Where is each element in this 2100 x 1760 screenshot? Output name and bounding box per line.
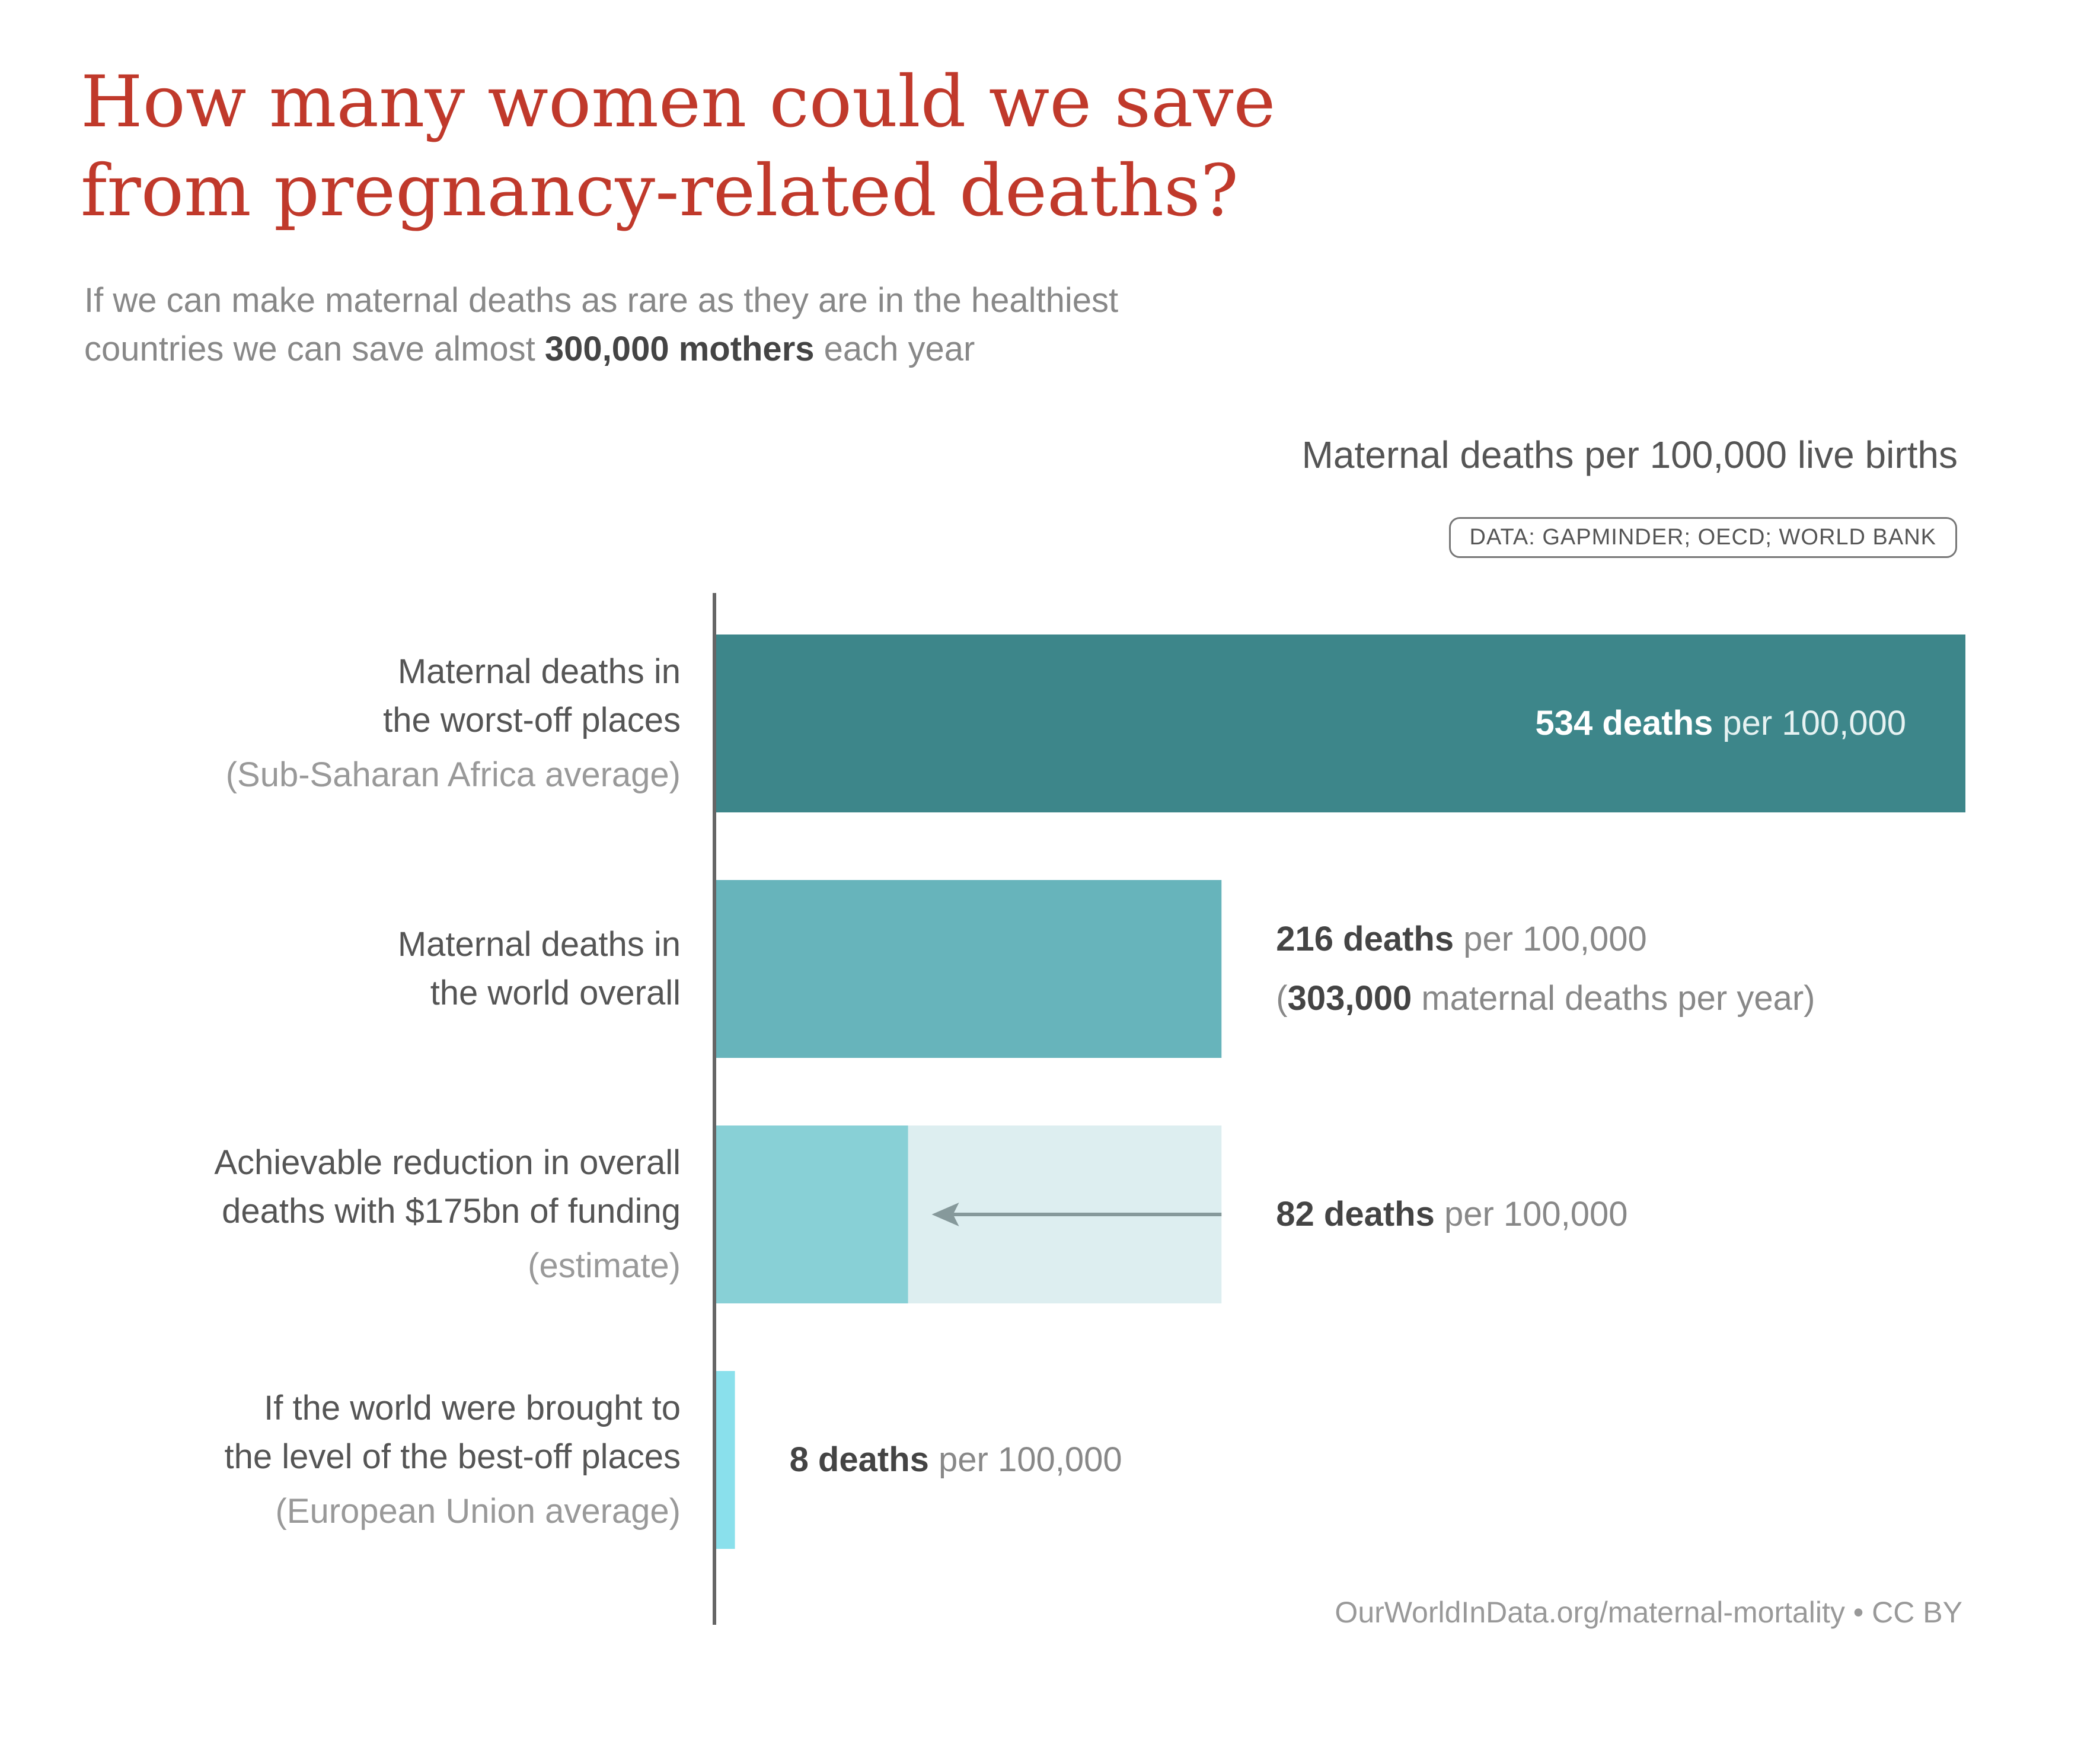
- bar-2: [716, 1125, 908, 1303]
- value-number-3: 8 deaths: [789, 1440, 929, 1479]
- category-label-1-line-1: the world overall: [430, 974, 681, 1012]
- subtitle-highlight: 300,000 mothers: [544, 330, 815, 368]
- value-label-1: 216 deaths per 100,000 (303,000 maternal …: [1276, 910, 1815, 1028]
- category-label-3-line-0: If the world were brought to: [264, 1389, 681, 1427]
- chart-headline: How many women could we save from pregna…: [81, 58, 1444, 236]
- bar-3: [716, 1371, 735, 1549]
- value-unit-0: per 100,000: [1713, 704, 1906, 742]
- category-note-0: (Sub-Saharan Africa average): [225, 755, 681, 794]
- category-label-2: Achievable reduction in overall deaths wi…: [28, 1139, 681, 1290]
- subtitle-line-2-end: each year: [814, 330, 975, 368]
- headline-line-1: How many women could we save: [81, 61, 1276, 144]
- value-label-3-main: 8 deaths per 100,000: [790, 1440, 1122, 1479]
- category-label-1: Maternal deaths in the world overall: [28, 920, 681, 1018]
- chart-measure-title: Maternal deaths per 100,000 live births: [1301, 433, 1958, 476]
- value-unit-3: per 100,000: [928, 1440, 1122, 1479]
- value-label-1-main: 216 deaths per 100,000: [1276, 920, 1647, 958]
- value-extra-text-1: maternal deaths per year): [1412, 979, 1815, 1018]
- value-unit-2: per 100,000: [1434, 1195, 1628, 1233]
- value-extra-number-1: 303,000: [1287, 979, 1412, 1018]
- bar-0: [716, 635, 1965, 812]
- category-label-1-line-0: Maternal deaths in: [397, 925, 681, 964]
- category-label-0-line-0: Maternal deaths in: [397, 652, 681, 691]
- category-note-3: (European Union average): [275, 1492, 681, 1531]
- value-number-0: 534 deaths: [1535, 704, 1713, 742]
- value-number-1: 216 deaths: [1276, 920, 1454, 958]
- category-label-3: If the world were brought to the level of…: [28, 1384, 681, 1536]
- bar-1: [716, 880, 1222, 1058]
- category-label-2-line-0: Achievable reduction in overall: [214, 1143, 681, 1182]
- value-label-3: 8 deaths per 100,000: [790, 1430, 1122, 1490]
- chart-subtitle: If we can make maternal deaths as rare a…: [84, 276, 1240, 374]
- subtitle-line-2-start: countries we can save almost: [84, 330, 545, 368]
- category-label-0-line-1: the worst-off places: [383, 701, 681, 739]
- value-label-2-main: 82 deaths per 100,000: [1276, 1195, 1627, 1233]
- value-extra-1: (303,000 maternal deaths per year): [1276, 969, 1815, 1028]
- value-extra-open-1: (: [1276, 979, 1288, 1018]
- value-label-0-main: 534 deaths per 100,000: [1535, 704, 1906, 742]
- reduction-arrow-head: [931, 1203, 959, 1226]
- subtitle-line-2: countries we can save almost 300,000 mot…: [84, 325, 1240, 374]
- category-label-2-line-1: deaths with $175bn of funding: [222, 1192, 681, 1230]
- footer-credit: OurWorldInData.org/maternal-mortality • …: [1335, 1596, 1962, 1629]
- data-source-badge: DATA: GAPMINDER; OECD; WORLD BANK: [1448, 517, 1957, 558]
- category-note-2: (estimate): [528, 1246, 681, 1285]
- headline-line-2: from pregnancy-related deaths?: [81, 150, 1239, 232]
- value-unit-1: per 100,000: [1454, 920, 1647, 958]
- value-label-2: 82 deaths per 100,000: [1276, 1185, 1627, 1244]
- value-label-0: 534 deaths per 100,000: [1535, 694, 1906, 753]
- subtitle-line-1: If we can make maternal deaths as rare a…: [84, 281, 1119, 320]
- category-label-3-line-1: the level of the best-off places: [224, 1437, 681, 1476]
- category-label-0: Maternal deaths in the worst-off places (S…: [28, 648, 681, 799]
- value-number-2: 82 deaths: [1276, 1195, 1435, 1233]
